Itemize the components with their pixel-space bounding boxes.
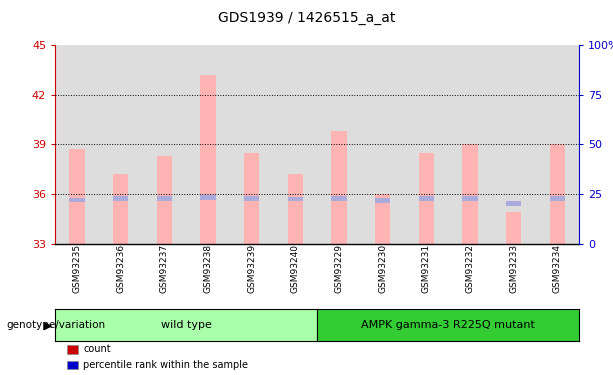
Text: GSM93240: GSM93240 [291,244,300,293]
Bar [157,196,172,201]
Text: GSM93239: GSM93239 [247,244,256,293]
Text: GSM93235: GSM93235 [72,244,82,293]
Text: AMPK gamma-3 R225Q mutant: AMPK gamma-3 R225Q mutant [361,320,535,330]
Text: wild type: wild type [161,320,211,330]
Text: GSM93233: GSM93233 [509,244,518,293]
Bar [186,45,230,244]
Bar [361,45,405,244]
Text: GSM93237: GSM93237 [160,244,169,293]
Bar [113,174,128,244]
Text: GSM93229: GSM93229 [335,244,343,293]
Bar [550,196,565,201]
Bar [375,198,390,202]
Text: ▶: ▶ [44,320,52,330]
Text: GSM93231: GSM93231 [422,244,431,293]
Bar [69,149,85,244]
Bar [273,45,318,244]
Bar [230,45,273,244]
Bar [536,45,579,244]
Bar [69,198,85,202]
Text: GSM93234: GSM93234 [553,244,562,293]
Bar [506,201,522,206]
Bar [332,131,347,244]
Bar [157,156,172,244]
Bar [419,153,434,244]
Bar [113,196,128,201]
Bar [375,194,390,244]
Text: genotype/variation: genotype/variation [6,320,105,330]
Bar [244,196,259,201]
Text: GSM93236: GSM93236 [116,244,125,293]
Text: GSM93238: GSM93238 [204,244,213,293]
Bar [318,45,361,244]
Bar [462,144,478,244]
Text: GSM93230: GSM93230 [378,244,387,293]
Bar [492,45,536,244]
Bar [55,45,99,244]
Bar [244,153,259,244]
Bar [405,45,448,244]
Bar [200,75,216,244]
Text: percentile rank within the sample: percentile rank within the sample [83,360,248,370]
Text: count: count [83,345,111,354]
Bar [448,45,492,244]
Bar [332,196,347,201]
Bar [287,174,303,244]
Bar [550,144,565,244]
Bar [143,45,186,244]
Bar [99,45,143,244]
Text: GSM93232: GSM93232 [466,244,474,293]
Bar [462,196,478,201]
Bar [200,195,216,200]
Bar [419,196,434,201]
Bar [506,212,522,244]
Text: GDS1939 / 1426515_a_at: GDS1939 / 1426515_a_at [218,11,395,25]
Bar [287,197,303,201]
